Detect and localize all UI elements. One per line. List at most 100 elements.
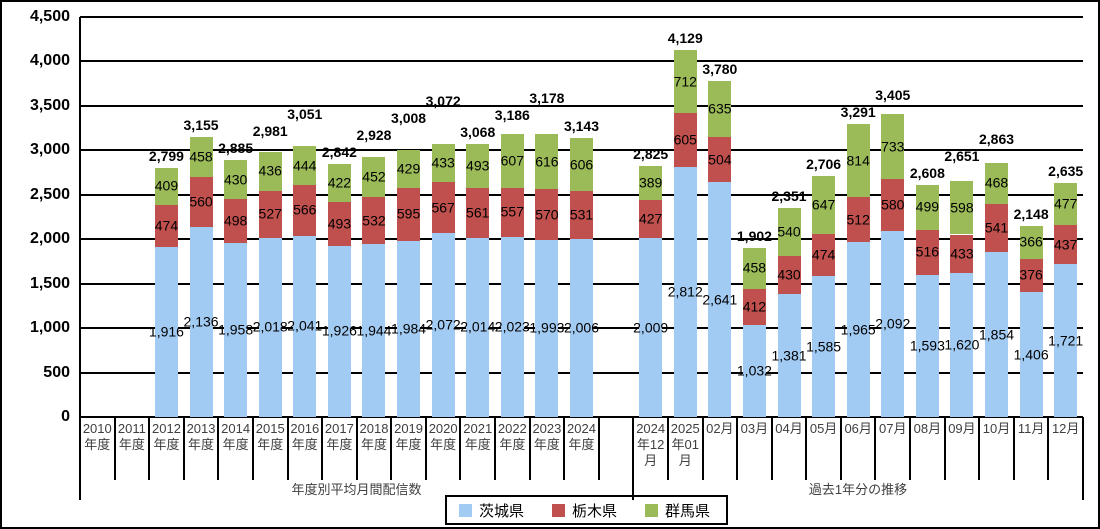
bar-segment-tochigi: 541 <box>985 204 1008 253</box>
category-separator <box>1012 417 1015 480</box>
x-axis-category-label: 04月 <box>772 421 807 437</box>
bar-segment-gunma: 635 <box>708 81 732 138</box>
segment-value-label: 430 <box>777 266 801 283</box>
bar-total-label: 3,143 <box>563 117 600 134</box>
segment-value-label: 570 <box>535 206 559 222</box>
x-axis-category-label-line: 2010 <box>82 421 112 436</box>
category-separator <box>494 417 497 480</box>
segment-value-label: 498 <box>223 212 248 229</box>
legend-swatch-gunma <box>645 503 659 517</box>
bar-segment-ibaraki: 1,406 <box>1014 292 1049 417</box>
bar-segment-ibaraki: 1,926 <box>322 245 357 417</box>
bar-segment-gunma: 607 <box>501 133 524 188</box>
gridline <box>80 60 1083 63</box>
bar-segment-gunma: 647 <box>812 176 835 234</box>
bar-segment-tochigi: 430 <box>777 256 801 295</box>
bar-segment-gunma: 598 <box>950 181 974 235</box>
bar-segment-tochigi: 532 <box>362 196 386 245</box>
bar-segment-ibaraki: 1,965 <box>841 242 876 417</box>
bar-segment-ibaraki: 1,854 <box>979 252 1014 417</box>
segment-value-label: 616 <box>535 153 559 170</box>
y-axis-tick-label: 3,500 <box>29 96 70 114</box>
segment-value-label: 2,092 <box>875 315 911 332</box>
bar-total-label: 2,651 <box>944 148 980 165</box>
segment-value-label: 433 <box>950 245 974 262</box>
x-axis-category-label-line: 2020 <box>428 421 458 436</box>
category-separator <box>286 417 289 480</box>
bar-total-label: 3,780 <box>702 61 738 77</box>
bar-total-label: 3,178 <box>529 90 565 107</box>
x-axis-category-label-line: 年度 <box>84 437 111 452</box>
legend: 茨城県 栃木県 群馬県 <box>445 495 729 525</box>
bar-segment-tochigi: 474 <box>812 233 835 277</box>
segment-value-label: 1,993 <box>529 319 565 336</box>
bar-total-label: 2,842 <box>321 144 357 161</box>
x-axis-category-label-line: 年度 <box>222 437 249 452</box>
bar-segment-gunma: 452 <box>362 156 386 197</box>
segment-value-label: 606 <box>569 156 594 173</box>
x-axis-category-label: 02月 <box>703 421 738 437</box>
segment-value-label: 452 <box>362 168 386 185</box>
bar-segment-tochigi: 527 <box>259 190 282 238</box>
group-label-past-year: 過去1年分の推移 <box>808 482 908 497</box>
x-axis-category-label-line: 年度 <box>291 437 318 452</box>
bar-segment-ibaraki: 1,721 <box>1048 264 1083 417</box>
segment-value-label: 561 <box>466 204 490 221</box>
bar-segment-gunma: 616 <box>535 134 559 190</box>
x-axis-category-label: 2023 年度 <box>530 421 565 453</box>
bar-total-label: 3,405 <box>875 87 911 104</box>
group-separator <box>79 417 81 500</box>
category-separator <box>736 417 739 480</box>
x-axis-category-label-line: 2011 <box>117 421 146 436</box>
segment-value-label: 1,944 <box>356 322 392 339</box>
bar-segment-ibaraki: 2,018 <box>253 237 288 417</box>
x-axis-category-label: 2012 年度 <box>149 421 184 453</box>
bar-segment-tochigi: 605 <box>674 113 697 168</box>
legend-label-ibaraki: 茨城県 <box>479 502 525 520</box>
segment-value-label: 512 <box>846 211 870 228</box>
y-axis-tick-label: 0 <box>61 408 70 425</box>
x-axis-category-label-line: 年度 <box>118 437 145 452</box>
bar-segment-tochigi: 561 <box>466 188 489 238</box>
x-axis-category-label-line: 年12 <box>636 437 665 452</box>
bar-segment-gunma: 436 <box>259 152 282 191</box>
x-axis-category-label-line: 2014 <box>221 421 251 436</box>
segment-value-label: 389 <box>638 174 663 191</box>
group-separator <box>1082 417 1084 500</box>
x-axis-category-label-line: 年度 <box>464 437 491 452</box>
legend-item-ibaraki: 茨城県 <box>459 500 524 521</box>
bar-segment-tochigi: 570 <box>535 189 559 240</box>
bar-segment-gunma: 733 <box>881 114 904 180</box>
segment-value-label: 560 <box>189 193 213 210</box>
legend-label-gunma: 群馬県 <box>665 502 711 520</box>
segment-value-label: 1,585 <box>806 338 842 355</box>
bar-total-label: 2,981 <box>252 123 288 140</box>
bar-total-label: 3,068 <box>460 124 496 141</box>
segment-value-label: 1,381 <box>771 347 807 364</box>
legend-swatch-ibaraki <box>459 503 472 517</box>
segment-value-label: 468 <box>984 174 1009 191</box>
bar-total-label: 3,291 <box>840 104 876 121</box>
bar-segment-ibaraki: 1,032 <box>737 325 772 417</box>
x-axis-category-label-line: 年度 <box>257 437 284 452</box>
category-separator <box>217 417 220 480</box>
segment-value-label: 433 <box>431 154 455 171</box>
x-axis-category-label: 2025 年01 月 <box>668 421 703 469</box>
bar-segment-ibaraki: 1,916 <box>149 246 184 417</box>
segment-value-label: 444 <box>293 157 317 174</box>
category-separator <box>390 417 393 480</box>
bar-segment-gunma: 433 <box>431 143 455 183</box>
bar-segment-tochigi: 474 <box>155 204 178 247</box>
bar-segment-gunma: 422 <box>328 164 351 202</box>
segment-value-label: 2,023 <box>494 318 530 335</box>
segment-value-label: 1,406 <box>1013 346 1049 362</box>
x-axis-category-label-line: 年度 <box>153 437 180 452</box>
x-axis-category-label-line: 年度 <box>499 437 526 452</box>
x-axis-category-label-line: 2019 <box>394 421 424 436</box>
bar-total-label: 2,706 <box>806 156 842 173</box>
bar-segment-ibaraki: 2,072 <box>426 232 461 417</box>
x-axis-category-label: 2015 年度 <box>253 421 288 453</box>
bar-segment-ibaraki: 2,009 <box>633 238 668 417</box>
segment-value-label: 567 <box>431 199 455 216</box>
